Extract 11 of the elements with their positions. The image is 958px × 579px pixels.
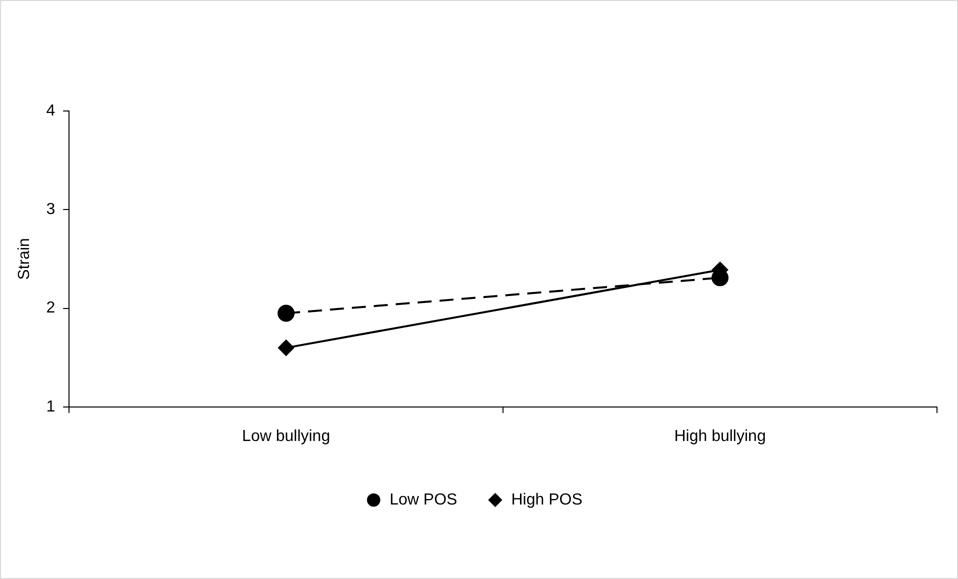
x-tick-label: Low bullying [242, 428, 330, 446]
y-axis-title: Strain [16, 238, 34, 280]
y-tick-label: 4 [46, 102, 56, 120]
y-tick-label: 1 [46, 398, 56, 416]
x-tick-label: High bullying [674, 428, 766, 446]
point [278, 304, 295, 322]
y-tick-label: 2 [46, 300, 56, 317]
legend-label: High POS [511, 491, 582, 508]
legend-label: Low POS [390, 491, 458, 508]
point [278, 340, 294, 356]
y-tick-label: 3 [46, 201, 56, 218]
